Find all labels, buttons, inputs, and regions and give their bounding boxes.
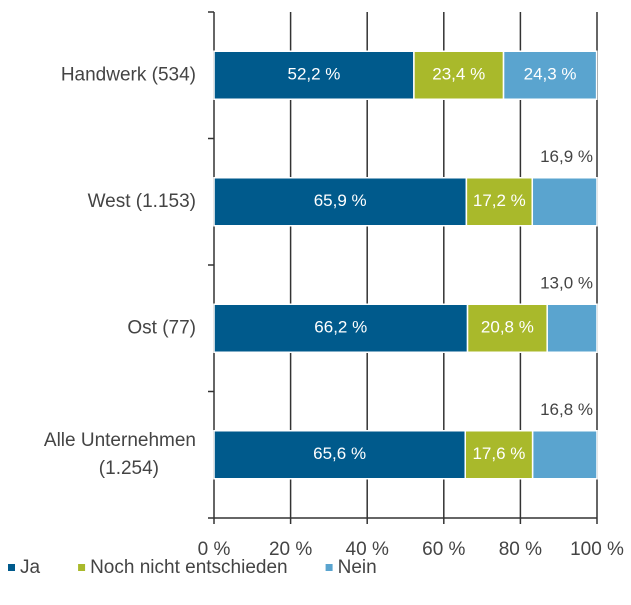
x-tick-label: 20 %: [269, 539, 312, 560]
x-tick-label: 100 %: [570, 539, 624, 560]
data-label: 65,9 %: [314, 191, 367, 210]
y-tick-label: West (1.153): [88, 191, 196, 212]
y-tick-label: Ost (77): [127, 317, 196, 338]
legend-swatch: [78, 564, 86, 571]
x-tick-label: 0 %: [198, 539, 231, 560]
data-label: 65,6 %: [313, 444, 366, 463]
data-label: 17,6 %: [472, 444, 525, 463]
data-label: 16,8 %: [540, 400, 593, 419]
legend-label: Nein: [338, 557, 377, 578]
data-label: 24,3 %: [524, 65, 577, 84]
x-tick-label: 60 %: [422, 539, 465, 560]
bar-segment: [213, 50, 415, 100]
bar-segment: [546, 303, 598, 353]
bar-segment: [531, 177, 598, 227]
data-label: 20,8 %: [481, 318, 534, 337]
data-label: 17,2 %: [473, 191, 526, 210]
data-label: 13,0 %: [540, 274, 593, 293]
y-tick-label: Handwerk (534): [61, 64, 196, 85]
bar-segment: [531, 430, 598, 480]
x-tick-label: 40 %: [346, 539, 389, 560]
x-tick-label: 80 %: [499, 539, 542, 560]
bar-segment: [213, 303, 469, 353]
y-tick-label: Alle Unternehmen (1.254): [44, 430, 196, 479]
data-label: 66,2 %: [314, 318, 367, 337]
bar-segment: [465, 177, 534, 227]
legend-swatch: [325, 564, 333, 571]
legend-label: Noch nicht entschieden: [90, 557, 288, 578]
data-label: 16,9 %: [540, 147, 593, 166]
bar-segment: [413, 50, 505, 100]
legend-swatch: [8, 564, 15, 571]
bar-segment: [213, 177, 468, 227]
legend-label: Ja: [20, 557, 41, 578]
bar-segment: [502, 50, 598, 100]
bar-segment: [213, 430, 466, 480]
data-label: 52,2 %: [287, 65, 340, 84]
bar-segment: [466, 303, 548, 353]
data-label: 23,4 %: [432, 65, 485, 84]
